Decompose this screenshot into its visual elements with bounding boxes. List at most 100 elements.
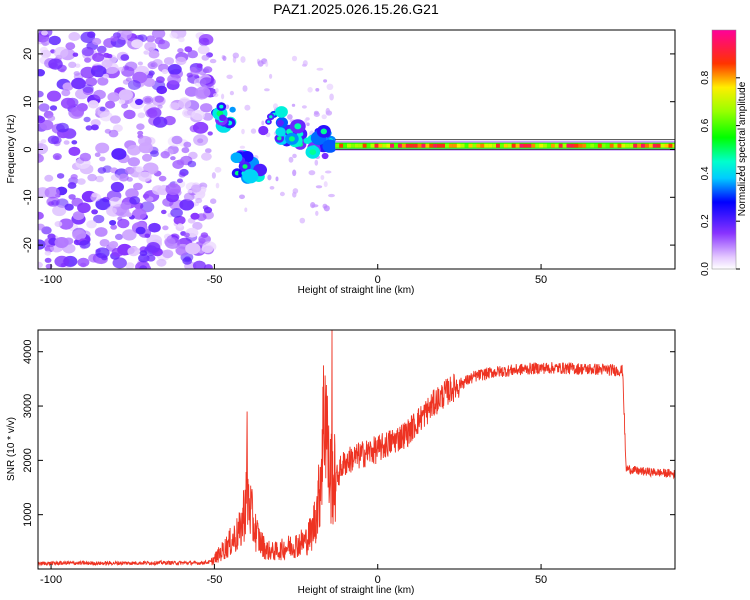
heatmap-cell: [125, 262, 135, 269]
heatmap-cell: [190, 68, 200, 76]
heatmap-cell: [68, 106, 84, 119]
heatmap-cell: [129, 196, 141, 205]
heatmap-cell: [597, 143, 602, 148]
heatmap-cell: [105, 100, 116, 109]
heatmap-cell: [273, 103, 278, 110]
heatmap-cell: [190, 184, 202, 193]
heatmap-cell: [429, 143, 434, 148]
colorbar-tick-label: 0.6: [700, 118, 711, 132]
heatmap-cell: [108, 241, 119, 249]
heatmap-cell: [145, 108, 158, 119]
heatmap-cell: [209, 58, 217, 64]
heatmap-cell: [52, 205, 67, 217]
heatmap-cell: [157, 40, 170, 50]
heatmap-cell: [562, 143, 567, 148]
y-tick-label: 10: [22, 96, 34, 108]
heatmap-cell: [127, 246, 140, 257]
heatmap-cell: [460, 143, 465, 148]
heatmap-cell: [176, 159, 185, 166]
heatmap-cell: [110, 174, 120, 181]
x-tick-label: -50: [206, 574, 222, 586]
heatmap-cell: [44, 250, 51, 256]
heatmap-cell: [150, 150, 159, 158]
heatmap-cell: [183, 232, 190, 238]
heatmap-cell: [147, 61, 158, 70]
heatmap-cell: [574, 143, 579, 148]
y-tick-label: 1000: [22, 502, 34, 526]
heatmap-cell: [202, 112, 214, 121]
heatmap-cell: [65, 42, 76, 50]
heatmap-cell: [193, 134, 209, 146]
heatmap-cell: [358, 143, 363, 148]
heatmap-cell: [594, 143, 598, 148]
heatmap-cell: [135, 226, 146, 235]
heatmap-cell: [267, 120, 270, 123]
heatmap-cell: [137, 112, 146, 119]
heatmap-cell: [46, 196, 60, 207]
heatmap-cell: [62, 82, 74, 91]
heatmap-cell: [187, 50, 198, 59]
heatmap-cell: [68, 194, 76, 200]
heatmap-cell: [374, 143, 379, 148]
heatmap-cell: [38, 69, 45, 77]
heatmap-cell: [120, 54, 130, 61]
heatmap-cell: [398, 143, 402, 148]
heatmap-cell: [325, 107, 330, 115]
heatmap-cell: [181, 147, 190, 154]
heatmap-cell: [118, 66, 125, 72]
heatmap-cell: [269, 186, 275, 190]
heatmap-cell: [111, 148, 127, 160]
heatmap-cell: [306, 122, 310, 127]
heatmap-cell: [613, 143, 618, 148]
heatmap-cell: [316, 67, 324, 71]
spectrogram-x-axis: -100 -50 0 50: [40, 264, 547, 286]
heatmap-cell: [222, 55, 227, 61]
heatmap-cell: [39, 46, 48, 54]
heatmap-cell: [170, 156, 176, 161]
heatmap-cell: [339, 143, 344, 148]
heatmap-cell: [126, 177, 133, 182]
heatmap-cell: [175, 246, 188, 256]
heatmap-cell: [184, 86, 199, 97]
heatmap-cell: [244, 104, 251, 111]
heatmap-cell: [95, 142, 110, 154]
heatmap-cell: [137, 130, 144, 136]
heatmap-cell: [621, 143, 626, 148]
heatmap-cell: [143, 50, 149, 55]
colorbar: 0.0 0.2 0.4 0.6 0.8 Normalized spectral ampl…: [700, 29, 748, 276]
heatmap-cell: [437, 143, 442, 148]
heatmap-cell: [72, 52, 79, 57]
y-tick-label: 4000: [22, 339, 34, 363]
heatmap-cell: [277, 136, 282, 141]
heatmap-cell: [117, 218, 130, 229]
heatmap-cell: [472, 143, 477, 148]
heatmap-cell: [157, 104, 163, 109]
heatmap-cell: [394, 143, 399, 148]
colorbar-tick-label: 0.4: [700, 166, 711, 180]
heatmap-cell: [566, 143, 571, 148]
heatmap-cell: [71, 77, 86, 90]
heatmap-cell: [191, 109, 205, 121]
heatmap-cell: [94, 227, 108, 237]
colorbar-label: Normalized spectral amplitude: [737, 81, 748, 216]
heatmap-cell: [468, 143, 473, 148]
heatmap-cell: [127, 80, 141, 90]
heatmap-cell: [56, 173, 65, 179]
heatmap-cell: [54, 255, 70, 268]
heatmap-cell: [480, 143, 485, 148]
heatmap-cell: [54, 155, 60, 160]
heatmap-cell: [99, 156, 106, 162]
heatmap-cell: [38, 223, 45, 231]
heatmap-cell: [257, 60, 264, 67]
heatmap-cell: [86, 220, 97, 229]
heatmap-cell: [315, 210, 319, 216]
heatmap-cell: [68, 32, 81, 41]
heatmap-cell: [496, 143, 500, 148]
heatmap-cell: [601, 143, 606, 148]
heatmap-cell: [122, 229, 137, 241]
heatmap-cell: [417, 143, 422, 148]
heatmap-cell: [328, 193, 335, 198]
heatmap-cell: [56, 122, 69, 133]
heatmap-cell: [313, 110, 319, 115]
y-tick-label: 20: [22, 48, 34, 60]
